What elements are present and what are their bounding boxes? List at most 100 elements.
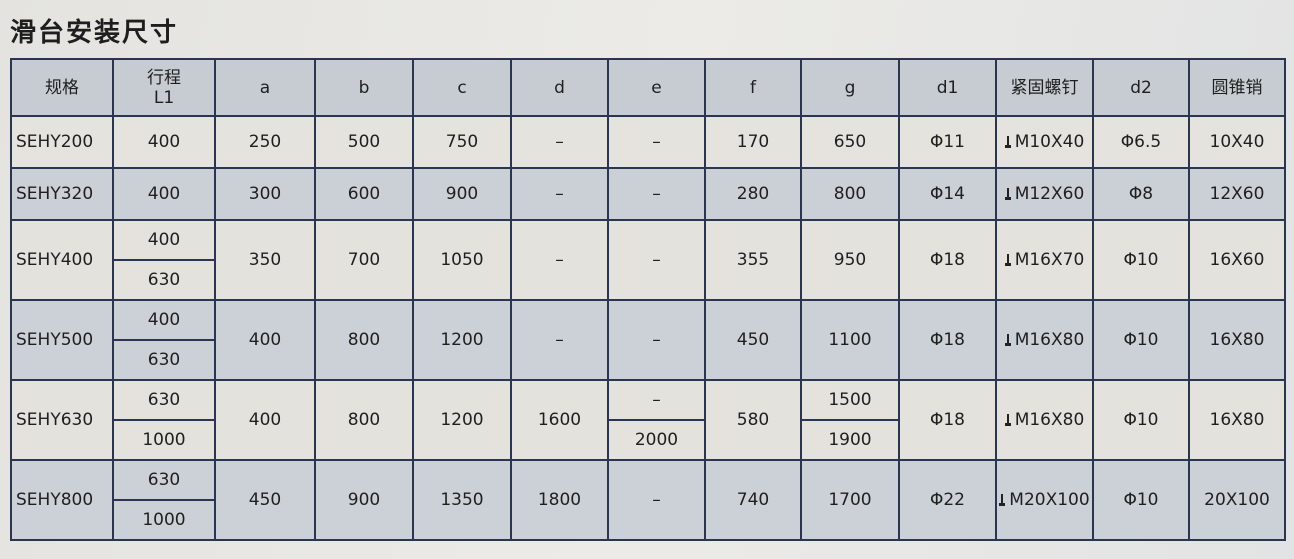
cell-c: 1200 [412, 379, 512, 461]
header-pin: 圆锥销 [1188, 58, 1286, 117]
cell-l1: 630 [112, 259, 216, 301]
cell-l1: 1000 [112, 419, 216, 461]
cell-d1: Φ14 [898, 167, 997, 221]
cell-g: 1500 [800, 379, 900, 421]
cell-e: – [607, 115, 706, 169]
cell-d: 1600 [510, 379, 609, 461]
page-title: 滑台安装尺寸 [10, 18, 179, 48]
header-a: a [214, 58, 316, 117]
screw-icon [1004, 254, 1011, 266]
cell-d2: Φ10 [1092, 299, 1190, 381]
cell-c: 1200 [412, 299, 512, 381]
header-d2: d2 [1092, 58, 1190, 117]
table-subrow: 630 [11, 259, 1285, 301]
cell-pin: 12X60 [1188, 167, 1286, 221]
screw-value: M16X70 [1014, 250, 1085, 270]
cell-d1: Φ18 [898, 379, 997, 461]
cell-pin: 20X100 [1188, 459, 1286, 541]
cell-d1: Φ18 [898, 299, 997, 381]
screw-value: M10X40 [1014, 132, 1085, 152]
cell-model: SEHY500 [10, 299, 114, 381]
cell-model: SEHY200 [10, 115, 114, 169]
cell-screw: M16X80 [995, 379, 1094, 461]
cell-c: 750 [412, 115, 512, 169]
cell-f: 740 [704, 459, 802, 541]
cell-a: 300 [214, 167, 316, 221]
screw-icon [1004, 334, 1011, 346]
cell-g: 1100 [800, 299, 900, 381]
screw-icon [1004, 414, 1011, 426]
screw-value: M20X100 [1009, 490, 1090, 510]
screw-value: M16X80 [1014, 410, 1085, 430]
cell-d1: Φ18 [898, 219, 997, 301]
cell-pin: 16X80 [1188, 379, 1286, 461]
cell-b: 700 [314, 219, 414, 301]
cell-l1: 400 [112, 167, 216, 221]
cell-g: 1900 [800, 419, 900, 461]
table-row: SEHY500 400 400 800 1200 – – 450 1100 Φ1… [10, 299, 1286, 381]
header-c: c [412, 58, 512, 117]
cell-d2: Φ6.5 [1092, 115, 1190, 169]
cell-d: – [510, 219, 609, 301]
cell-b: 800 [314, 379, 414, 461]
screw-icon [999, 494, 1006, 506]
cell-a: 250 [214, 115, 316, 169]
cell-b: 600 [314, 167, 414, 221]
table-row: SEHY200 400 250 500 750 – – 170 650 Φ11 … [10, 115, 1286, 169]
cell-model: SEHY630 [10, 379, 114, 461]
cell-g: 950 [800, 219, 900, 301]
header-model: 规格 [10, 58, 114, 117]
cell-screw: M16X80 [995, 299, 1094, 381]
header-stroke: 行程 L1 [112, 58, 216, 117]
screw-value: M16X80 [1014, 330, 1085, 350]
cell-f: 355 [704, 219, 802, 301]
cell-a: 350 [214, 219, 316, 301]
cell-e: – [607, 219, 706, 301]
cell-l1: 400 [112, 115, 216, 169]
cell-pin: 16X60 [1188, 219, 1286, 301]
header-f: f [704, 58, 802, 117]
header-row: 规格 行程 L1 a b c d e f g d1 紧固螺钉 d2 圆锥销 [10, 58, 1286, 117]
cell-d: 1800 [510, 459, 609, 541]
cell-f: 170 [704, 115, 802, 169]
cell-d2: Φ10 [1092, 219, 1190, 301]
cell-d: – [510, 115, 609, 169]
header-d: d [510, 58, 609, 117]
cell-c: 900 [412, 167, 512, 221]
table-subrow: 630 [11, 339, 1285, 381]
cell-c: 1350 [412, 459, 512, 541]
table-subrow: 1000 2000 1900 [11, 419, 1285, 461]
table-row: SEHY400 400 350 700 1050 – – 355 950 Φ18… [10, 219, 1286, 301]
header-stroke-label: 行程 [147, 67, 181, 88]
cell-a: 400 [214, 379, 316, 461]
cell-pin: 16X80 [1188, 299, 1286, 381]
table-row: SEHY320 400 300 600 900 – – 280 800 Φ14 … [10, 167, 1286, 221]
slide-mounting-dimensions-table: 规格 行程 L1 a b c d e f g d1 紧固螺钉 d2 圆锥销 SEH… [10, 58, 1286, 541]
cell-l1: 1000 [112, 499, 216, 541]
cell-b: 500 [314, 115, 414, 169]
header-screw: 紧固螺钉 [995, 58, 1094, 117]
cell-g: 800 [800, 167, 900, 221]
cell-d2: Φ10 [1092, 459, 1190, 541]
cell-d: – [510, 167, 609, 221]
cell-d: – [510, 299, 609, 381]
cell-e: – [607, 379, 706, 421]
header-g: g [800, 58, 900, 117]
cell-d2: Φ10 [1092, 379, 1190, 461]
cell-l1: 400 [112, 299, 216, 341]
cell-pin: 10X40 [1188, 115, 1286, 169]
header-d1: d1 [898, 58, 997, 117]
cell-model: SEHY800 [10, 459, 114, 541]
cell-d1: Φ11 [898, 115, 997, 169]
cell-a: 400 [214, 299, 316, 381]
cell-model: SEHY400 [10, 219, 114, 301]
screw-icon [1004, 136, 1011, 148]
cell-e: – [607, 167, 706, 221]
cell-l1: 630 [112, 339, 216, 381]
cell-l1: 400 [112, 219, 216, 261]
cell-screw: M10X40 [995, 115, 1094, 169]
cell-b: 800 [314, 299, 414, 381]
cell-screw: M12X60 [995, 167, 1094, 221]
cell-b: 900 [314, 459, 414, 541]
header-b: b [314, 58, 414, 117]
